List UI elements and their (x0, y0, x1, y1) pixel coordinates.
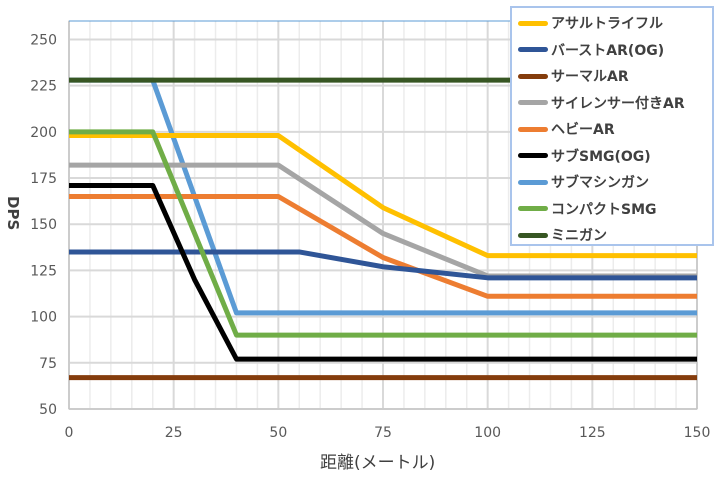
legend-label: ヘビーAR (551, 122, 615, 139)
x-axis-label: 距離(メートル) (320, 453, 436, 473)
legend-item: コンパクトSMG (518, 196, 712, 223)
legend-swatch (518, 20, 548, 26)
legend-swatch (518, 73, 548, 79)
legend-label: サーマルAR (551, 69, 629, 86)
legend-label: サブマシンガン (551, 175, 649, 192)
legend-label: アサルトライフル (551, 16, 663, 33)
legend-item: アサルトライフル (518, 10, 712, 37)
legend-swatch (518, 206, 548, 212)
legend-item: サブSMG(OG) (518, 143, 712, 170)
legend-item: バーストAR(OG) (518, 37, 712, 64)
y-tick-label: 75 (39, 356, 57, 372)
series-line-1 (69, 249, 697, 281)
x-tick-label: 150 (684, 425, 711, 441)
legend-label: コンパクトSMG (551, 201, 657, 218)
y-tick-label: 175 (30, 171, 57, 187)
y-tick-label: 50 (39, 402, 57, 418)
y-tick-label: 250 (30, 32, 57, 48)
legend-label: バーストAR(OG) (551, 42, 665, 59)
series-line-5 (69, 182, 697, 362)
legend-swatch (518, 47, 548, 53)
legend-item: ミニガン (518, 222, 712, 249)
legend-item: ヘビーAR (518, 116, 712, 143)
legend-swatch (518, 126, 548, 132)
y-tick-label: 225 (30, 79, 57, 95)
y-axis-label: DPS (4, 196, 22, 231)
legend: アサルトライフル バーストAR(OG) サーマルAR サイレンサー付きAR ヘビーAR サ… (510, 6, 714, 246)
legend-swatch (518, 179, 548, 185)
y-tick-label: 125 (30, 263, 57, 279)
y-tick-label: 100 (30, 310, 57, 326)
legend-item: サイレンサー付きAR (518, 90, 712, 117)
legend-swatch (518, 153, 548, 159)
x-tick-label: 25 (165, 425, 183, 441)
series-line-7 (69, 129, 697, 338)
series-line-0 (69, 133, 697, 259)
x-tick-label: 50 (269, 425, 287, 441)
y-tick-label: 150 (30, 217, 57, 233)
x-tick-label: 125 (579, 425, 606, 441)
legend-item: サーマルAR (518, 63, 712, 90)
x-tick-label: 75 (374, 425, 392, 441)
legend-swatch (518, 100, 548, 106)
x-tick-label: 100 (474, 425, 501, 441)
y-tick-label: 200 (30, 125, 57, 141)
x-tick-label: 0 (65, 425, 74, 441)
legend-label: サブSMG(OG) (551, 148, 651, 165)
series-line-4 (69, 194, 697, 299)
legend-item: サブマシンガン (518, 169, 712, 196)
legend-label: ミニガン (551, 228, 607, 245)
legend-label: サイレンサー付きAR (551, 95, 685, 112)
legend-swatch (518, 232, 548, 238)
